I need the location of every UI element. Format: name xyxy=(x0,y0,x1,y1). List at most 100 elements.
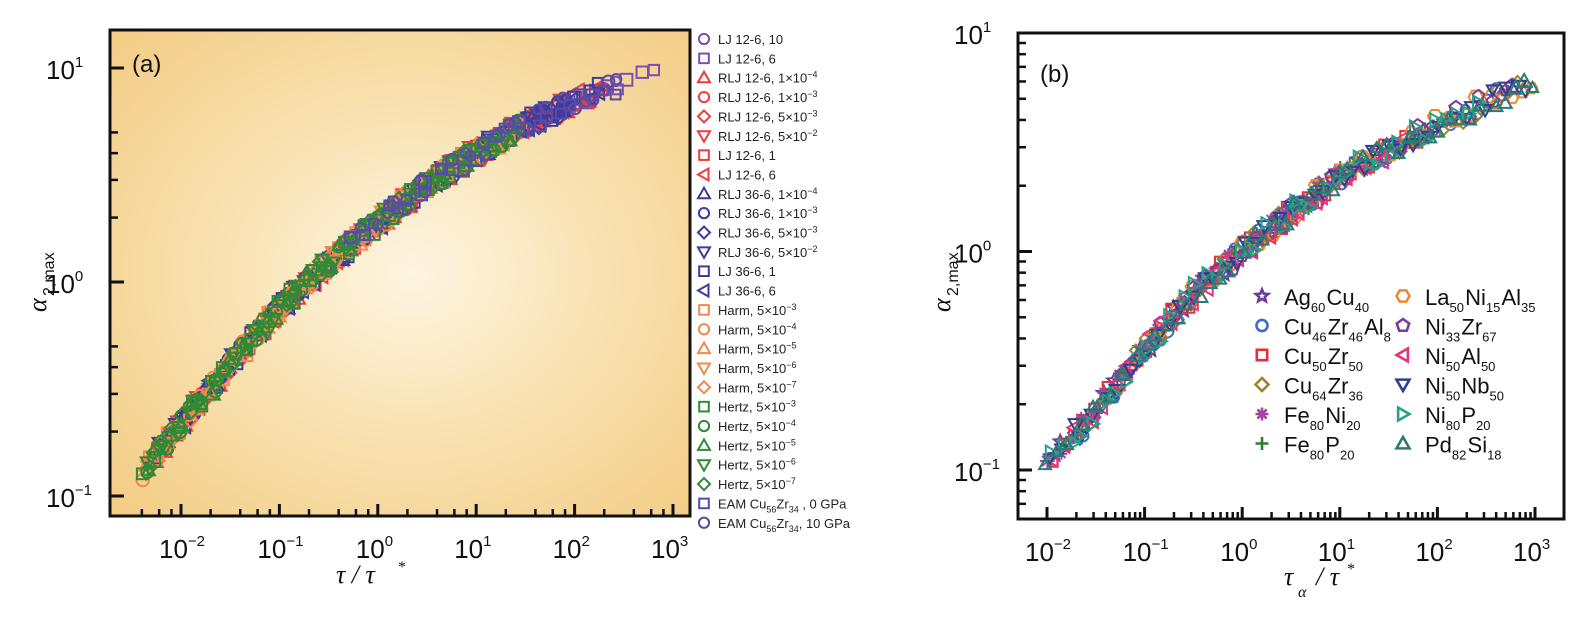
x-tick-label: 102 xyxy=(553,533,590,564)
legend-label: Hertz, 5×10−3 xyxy=(718,399,796,415)
legend-marker-icon xyxy=(696,108,712,124)
data-point xyxy=(1408,118,1424,136)
data-point xyxy=(1128,345,1147,362)
data-point xyxy=(1112,367,1127,383)
legend-label: Harm, 5×10−5 xyxy=(718,341,797,357)
y-tick-label: 100 xyxy=(954,238,991,269)
legend-item: Hertz, 5×10−6 xyxy=(696,457,796,473)
svg-text:/ τ: / τ xyxy=(1314,562,1341,591)
legend-marker-icon xyxy=(1394,289,1412,303)
data-point xyxy=(491,127,506,142)
legend-item: Harm, 5×10−7 xyxy=(696,379,797,395)
data-point xyxy=(495,130,512,146)
legend-item: LJ 12-6, 1 xyxy=(698,148,776,163)
data-point xyxy=(609,73,623,86)
data-point xyxy=(1089,406,1104,421)
panel-a-ticks: 10−2 10−1 100 101 102 103 10−1 100 101 xyxy=(46,54,688,564)
data-point xyxy=(1089,398,1105,413)
panel-a-ylabel: α 2,max xyxy=(23,252,58,312)
data-point xyxy=(478,148,492,162)
legend-label: RLJ 12-6, 5×10−3 xyxy=(718,108,818,124)
legend-item: Ni50 Al50 xyxy=(1393,344,1495,374)
data-point xyxy=(1325,182,1341,197)
data-point xyxy=(445,152,460,167)
legend-marker-icon xyxy=(697,207,711,220)
data-point xyxy=(417,184,432,199)
data-point xyxy=(1285,193,1303,210)
legend-item: Ni33 Zr67 xyxy=(1395,315,1497,345)
legend-marker-icon xyxy=(696,225,712,240)
legend-marker-icon xyxy=(1394,434,1412,450)
series-10 xyxy=(1044,93,1488,462)
data-point xyxy=(381,206,394,219)
data-point xyxy=(579,95,592,108)
data-point xyxy=(1323,168,1340,183)
legend-label: Pd82 Si18 xyxy=(1425,433,1502,463)
data-point xyxy=(1235,242,1251,261)
legend-label: Harm, 5×10−4 xyxy=(718,321,797,337)
series-25 xyxy=(344,73,623,245)
data-point xyxy=(1074,427,1090,445)
data-point xyxy=(1514,71,1534,89)
legend-label: Cu50 Zr50 xyxy=(1284,344,1363,374)
data-point xyxy=(1451,112,1466,126)
data-point xyxy=(1037,456,1053,471)
data-point xyxy=(539,100,553,115)
legend-item: Ni50 Nb50 xyxy=(1394,374,1504,404)
legend-label: La50 Ni15 Al35 xyxy=(1425,285,1535,315)
data-point xyxy=(568,101,582,116)
data-point xyxy=(325,256,343,271)
data-point xyxy=(1338,160,1356,175)
data-point xyxy=(258,325,276,342)
legend-marker-icon xyxy=(698,497,710,510)
panel-b: 10−2 10−1 100 101 102 103 10−1 100 101 (b) Ag60 … xyxy=(927,19,1566,601)
legend-item: Fe80 P20 xyxy=(1255,433,1354,463)
data-point xyxy=(502,118,517,132)
data-point xyxy=(1369,139,1385,153)
legend-item: EAM Cu56Zr34 , 0 GPa xyxy=(698,496,847,514)
legend-marker-icon xyxy=(696,185,712,200)
legend-marker-icon xyxy=(696,340,712,355)
legend-marker-icon xyxy=(698,149,710,161)
data-point xyxy=(1497,94,1514,109)
legend-item: Hertz, 5×10−7 xyxy=(696,476,796,492)
legend-marker-icon xyxy=(697,90,711,104)
data-point xyxy=(1210,269,1228,285)
legend-label: RLJ 36-6, 5×10−3 xyxy=(718,225,818,241)
legend-item: RLJ 12-6, 1×10−3 xyxy=(697,89,818,105)
data-point xyxy=(1191,287,1210,304)
legend-marker-icon xyxy=(1395,317,1411,333)
legend-label: LJ 12-6, 6 xyxy=(718,51,776,66)
data-point xyxy=(210,374,228,389)
data-point xyxy=(236,338,251,354)
data-point xyxy=(1450,106,1466,124)
svg-text:*: * xyxy=(1347,561,1355,578)
legend-marker-icon xyxy=(1255,407,1269,421)
data-point xyxy=(145,444,162,461)
legend-label: LJ 12-6, 10 xyxy=(718,32,783,47)
data-point xyxy=(1160,318,1175,332)
legend-item: RLJ 36-6, 5×10−3 xyxy=(696,225,818,241)
panel-b-ylabel: α 2,max xyxy=(927,252,962,312)
data-point xyxy=(1146,326,1164,342)
data-point xyxy=(1264,212,1279,228)
legend-label: RLJ 36-6, 5×10−2 xyxy=(718,244,818,260)
x-tick-label: 101 xyxy=(454,533,491,564)
data-point xyxy=(217,363,233,379)
data-point xyxy=(477,136,490,149)
legend-item: Harm, 5×10−3 xyxy=(698,302,797,318)
legend-marker-icon xyxy=(697,516,711,529)
data-point xyxy=(1448,99,1464,115)
legend-item: LJ 36-6, 6 xyxy=(695,282,776,299)
panel-b-frame xyxy=(1016,31,1566,521)
series-2 xyxy=(1046,126,1441,468)
x-tick-label: 101 xyxy=(1318,536,1355,567)
data-point xyxy=(354,221,367,234)
data-point xyxy=(464,150,477,162)
legend-marker-icon xyxy=(1255,318,1269,333)
legend-label: Ni80 P20 xyxy=(1425,403,1491,433)
panel-a-points xyxy=(135,63,661,488)
data-point xyxy=(444,153,460,169)
legend-item: Hertz, 5×10−3 xyxy=(698,399,796,415)
data-point xyxy=(601,74,616,89)
